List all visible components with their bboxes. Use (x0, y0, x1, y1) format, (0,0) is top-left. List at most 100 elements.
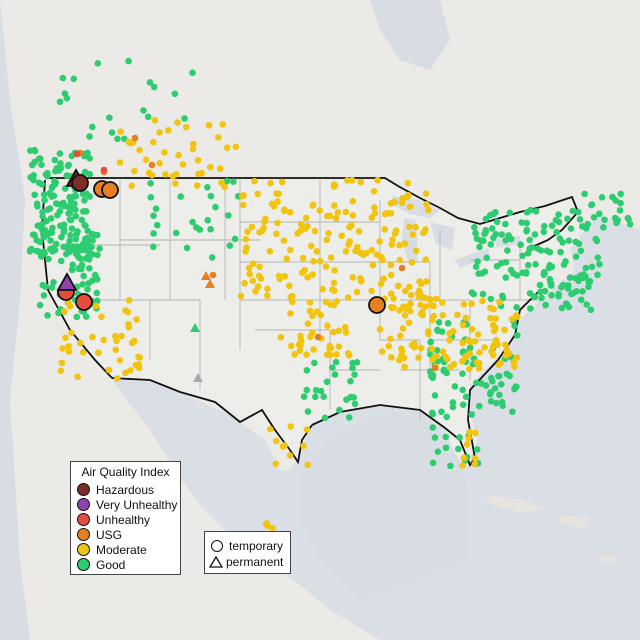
monitor-marker (128, 182, 135, 190)
monitor-marker (63, 94, 71, 102)
permanent-monitor-marker (205, 279, 215, 288)
monitor-marker (43, 217, 50, 225)
monitor-marker (468, 300, 475, 307)
monitor-marker (370, 188, 378, 195)
monitor-marker (502, 274, 510, 281)
monitor-marker (472, 263, 480, 271)
monitor-marker (575, 277, 582, 285)
monitor-marker (415, 354, 422, 362)
monitor-marker (493, 218, 501, 226)
monitor-marker (81, 168, 89, 176)
monitor-marker (72, 247, 79, 255)
monitor-marker (380, 275, 388, 282)
legend-label: Moderate (96, 542, 147, 557)
monitor-marker (467, 338, 474, 346)
monitor-marker (309, 312, 316, 320)
monitor-marker (297, 336, 305, 343)
monitor-marker (44, 231, 51, 238)
monitor-marker (258, 227, 266, 235)
monitor-marker (507, 235, 515, 243)
monitor-marker (526, 289, 534, 297)
monitor-marker (78, 216, 86, 224)
monitor-marker (572, 253, 580, 260)
legend-label: Hazardous (96, 482, 155, 497)
monitor-marker (497, 359, 504, 367)
monitor-marker (405, 283, 413, 291)
monitor-marker (330, 183, 338, 191)
monitor-marker (279, 443, 287, 450)
monitor-marker (131, 167, 138, 175)
monitor-marker (207, 192, 215, 200)
monitor-marker (316, 257, 324, 265)
monitor-marker (320, 393, 327, 400)
monitor-marker (60, 228, 68, 236)
monitor-marker (346, 223, 353, 231)
monitor-marker (389, 236, 396, 243)
monitor-marker (543, 247, 551, 254)
monitor-marker (27, 245, 35, 253)
monitor-marker (57, 160, 64, 167)
monitor-marker (357, 275, 364, 282)
pacific-ocean (0, 0, 30, 640)
monitor-marker (330, 279, 338, 287)
monitor-marker (304, 320, 312, 327)
monitor-marker (403, 193, 411, 201)
monitor-marker (47, 237, 54, 244)
monitor-marker (583, 301, 591, 308)
monitor-marker (473, 446, 481, 453)
monitor-marker (376, 326, 384, 333)
monitor-marker (326, 212, 334, 219)
monitor-marker (84, 236, 92, 243)
monitor-marker (52, 240, 60, 248)
monitor-marker (323, 236, 331, 244)
monitor-marker (502, 220, 509, 228)
monitor-marker (555, 292, 562, 300)
monitor-marker (66, 216, 74, 223)
monitor-marker (36, 301, 44, 309)
monitor-marker (81, 221, 88, 229)
monitor-marker (44, 206, 52, 213)
monitor-marker (316, 207, 324, 214)
monitor-marker (553, 228, 560, 236)
monitor-marker (568, 290, 575, 298)
monitor-marker (446, 363, 454, 371)
monitor-marker (513, 272, 521, 279)
monitor-marker (536, 281, 544, 289)
canada-border (45, 177, 580, 249)
monitor-marker (59, 74, 67, 82)
monitor-marker (281, 206, 288, 213)
monitor-marker (273, 437, 280, 445)
monitor-marker (387, 290, 395, 298)
monitor-marker (624, 214, 632, 222)
monitor-marker (581, 190, 588, 198)
monitor-marker (501, 326, 508, 334)
monitor-marker (244, 228, 251, 235)
monitor-marker (431, 392, 439, 399)
monitor-marker (335, 327, 343, 335)
monitor-marker (77, 255, 85, 263)
monitor-marker (66, 237, 73, 245)
very-unhealthy-swatch (77, 498, 90, 511)
monitor-marker (303, 426, 311, 433)
monitor-marker (527, 206, 534, 214)
monitor-marker (616, 207, 624, 214)
monitor-marker (349, 274, 357, 281)
monitor-marker (84, 286, 91, 293)
monitor-marker (373, 251, 381, 258)
usg-temporary-marker (101, 181, 119, 199)
monitor-marker (95, 349, 102, 356)
monitor-marker (423, 200, 430, 208)
monitor-marker (31, 147, 39, 155)
very-unhealthy-permanent-marker (56, 272, 78, 291)
monitor-marker (384, 209, 391, 217)
monitor-marker (89, 333, 96, 341)
monitor-marker (449, 403, 457, 411)
monitor-marker (446, 336, 453, 344)
monitor-marker (471, 460, 479, 468)
monitor-marker (559, 239, 566, 246)
legend-label: temporary (229, 538, 284, 553)
monitor-marker (269, 524, 276, 532)
monitor-marker (144, 113, 152, 121)
monitor-marker (108, 129, 116, 136)
monitor-marker (569, 207, 577, 215)
